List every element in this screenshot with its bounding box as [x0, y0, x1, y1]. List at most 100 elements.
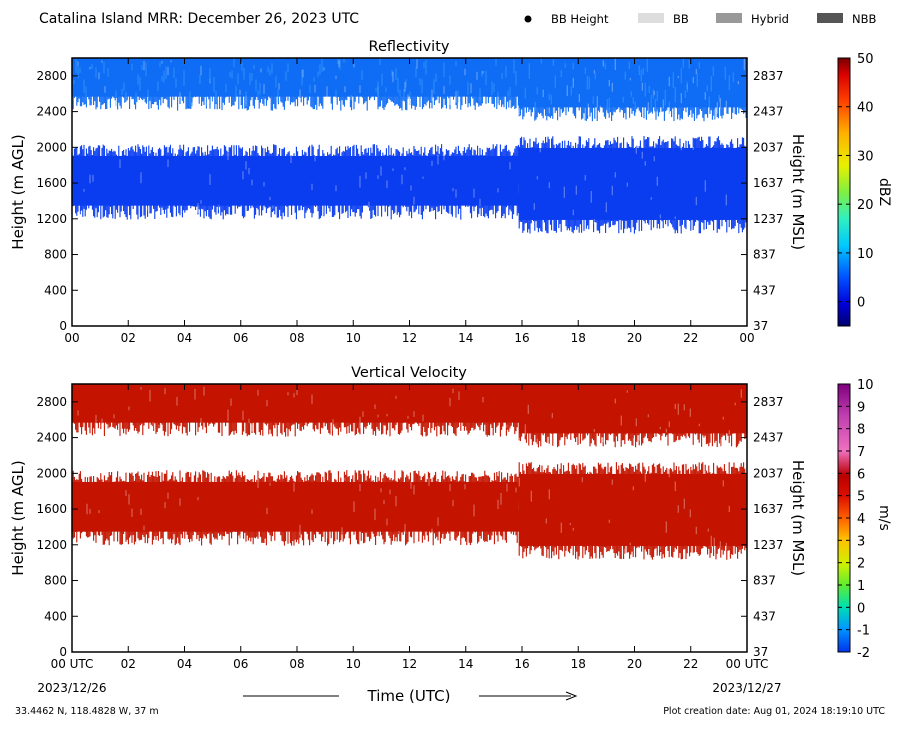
velocity-y-tick-label: 2400: [36, 431, 67, 445]
velocity-x-tick-label: 20: [627, 657, 642, 671]
velocity-colorbar-tick-label: -2: [857, 646, 870, 661]
velocity-colorbar-tick-label: 2: [857, 557, 865, 572]
velocity-y-tick-label: 0: [59, 645, 67, 659]
velocity-x-tick-label: 18: [571, 657, 586, 671]
reflectivity-x-tick-label: 14: [458, 331, 473, 345]
reflectivity-y2-tick-label: 2437: [753, 105, 784, 119]
velocity-colorbar-tick-label: 1: [857, 579, 865, 594]
velocity-y2-tick-label: 2837: [753, 395, 784, 409]
velocity-x-tick-label: 00 UTC: [51, 657, 94, 671]
plot-creation-date: Plot creation date: Aug 01, 2024 18:19:1…: [663, 706, 885, 717]
velocity-y2-label: Height (m MSL): [789, 460, 807, 576]
velocity-y2-tick-label: 837: [753, 574, 776, 588]
reflectivity-x-tick-label: 02: [121, 331, 136, 345]
reflectivity-colorbar-label: dBZ: [876, 178, 892, 206]
reflectivity-y-tick-label: 1200: [36, 212, 67, 226]
reflectivity-y2-tick-label: 1237: [753, 212, 784, 226]
reflectivity-layer: [71, 144, 520, 221]
reflectivity-y2-tick-label: 837: [753, 248, 776, 262]
reflectivity-y2-tick-label: 1637: [753, 176, 784, 190]
legend-bb-height-label: BB Height: [551, 12, 609, 26]
velocity-colorbar-tick-label: 7: [857, 445, 865, 460]
reflectivity-colorbar-tick-label: 40: [857, 101, 874, 116]
velocity-layer-texture: [518, 389, 742, 449]
velocity-colorbar-tick-label: 10: [857, 378, 874, 393]
velocity-y-tick-label: 800: [44, 574, 67, 588]
reflectivity-colorbar-tick-label: 10: [857, 247, 874, 262]
velocity-data: [71, 384, 747, 560]
velocity-y2-tick-label: 437: [753, 609, 776, 623]
velocity-colorbar-tick-label: 4: [857, 512, 865, 527]
reflectivity-y-tick-label: 2000: [36, 140, 67, 154]
velocity-y2-tick-label: 1237: [753, 538, 784, 552]
reflectivity-y-tick-label: 1600: [36, 176, 67, 190]
reflectivity-y-tick-label: 2800: [36, 69, 67, 83]
velocity-y2-tick-label: 2037: [753, 466, 784, 480]
reflectivity-layer-texture: [80, 152, 520, 221]
reflectivity-y2-label: Height (m MSL): [789, 134, 807, 250]
reflectivity-y2-tick-label: 2837: [753, 69, 784, 83]
legend-nbb-label: NBB: [852, 12, 876, 26]
velocity-layer-edges: [518, 462, 747, 560]
reflectivity-colorbar-ticks: 0 10 20 30 40 50: [838, 52, 874, 311]
velocity-layer: [518, 384, 747, 449]
reflectivity-x-tick-label: 18: [571, 331, 586, 345]
velocity-colorbar-tick-label: 3: [857, 534, 865, 549]
reflectivity-x-tick-label: 16: [514, 331, 529, 345]
velocity-y-tick-label: 400: [44, 609, 67, 623]
velocity-colorbar-tick-label: 5: [857, 490, 865, 505]
reflectivity-x-tick-label: 22: [683, 331, 698, 345]
reflectivity-y-tick-label: 2400: [36, 105, 67, 119]
velocity-y-tick-label: 1200: [36, 538, 67, 552]
reflectivity-colorbar-tick-label: 20: [857, 198, 874, 213]
reflectivity-layer-streaks: [524, 58, 734, 117]
reflectivity-layer-texture: [533, 144, 727, 232]
velocity-x-tick-label: 16: [514, 657, 529, 671]
velocity-y2-tick-label: 37: [753, 645, 768, 659]
velocity-layer: [71, 470, 520, 547]
velocity-colorbar-tick-label: 8: [857, 423, 865, 438]
figure-title: Catalina Island MRR: December 26, 2023 U…: [39, 11, 359, 27]
velocity-colorbar-tick-label: 0: [857, 601, 865, 616]
legend-nbb-swatch: [817, 13, 843, 23]
x-date-start: 2023/12/26: [37, 681, 106, 695]
reflectivity-colorbar-tick-label: 30: [857, 149, 874, 164]
velocity-x-tick-label: 22: [683, 657, 698, 671]
reflectivity-x-tick-label: 08: [289, 331, 304, 345]
velocity-axes: 00 UTC 02 04 06 08 10 12 14 16 18 20 22 00 UTC040080…: [36, 384, 784, 671]
reflectivity-y-tick-label: 0: [59, 319, 67, 333]
reflectivity-colorbar: [837, 57, 851, 327]
velocity-x-tick-label: 02: [121, 657, 136, 671]
velocity-x-tick-label: 06: [233, 657, 248, 671]
velocity-x-tick-label: 12: [402, 657, 417, 671]
velocity-y-label: Height (m AGL): [9, 460, 27, 575]
velocity-x-tick-label: 10: [346, 657, 361, 671]
velocity-colorbar-ticks: -2 -1 0 1 2 3 4 5 6 7 8 9 10: [838, 378, 874, 661]
reflectivity-y2-tick-label: 2037: [753, 140, 784, 154]
velocity-y-tick-label: 2000: [36, 466, 67, 480]
reflectivity-y-tick-label: 800: [44, 248, 67, 262]
velocity-panel: Vertical Velocity 00 UTC 02 04 06 08 10 12 14 16…: [9, 365, 892, 705]
reflectivity-y-tick-label: 400: [44, 283, 67, 297]
reflectivity-x-tick-label: 06: [233, 331, 248, 345]
velocity-x-tick-label: 08: [289, 657, 304, 671]
reflectivity-title: Reflectivity: [369, 39, 450, 55]
reflectivity-layer: [71, 58, 520, 111]
velocity-y2-tick-label: 1637: [753, 502, 784, 516]
reflectivity-layer-edges: [71, 58, 519, 111]
reflectivity-layer: [518, 58, 747, 122]
reflectivity-panel: Reflectivity 00 02 04 06 08 10 12 14 16 18 20 22 000…: [9, 39, 892, 345]
reflectivity-layer: [518, 136, 747, 234]
time-arrow-head: [565, 691, 578, 701]
velocity-y-tick-label: 1600: [36, 502, 67, 516]
reflectivity-x-tick-label: 00: [64, 331, 79, 345]
velocity-colorbar-tick-label: 6: [857, 467, 865, 482]
reflectivity-x-tick-label: 10: [346, 331, 361, 345]
velocity-layer-texture: [518, 468, 730, 555]
reflectivity-layer-texture: [518, 58, 745, 120]
reflectivity-data: [71, 58, 747, 234]
velocity-layer: [518, 462, 747, 560]
velocity-x-tick-label: 14: [458, 657, 473, 671]
